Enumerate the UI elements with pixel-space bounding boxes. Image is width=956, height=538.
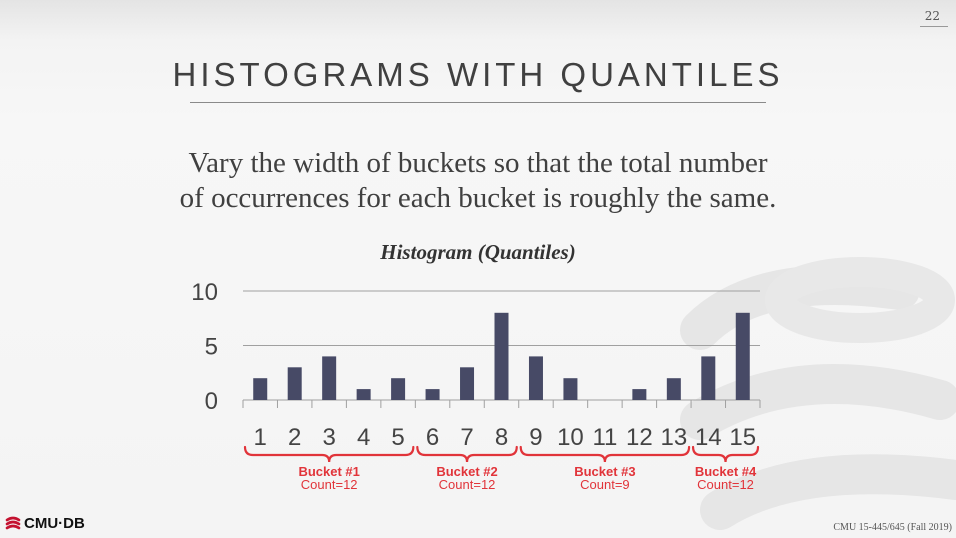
x-tick-label: 12 [626,424,653,451]
bucket-count: Count=9 [580,477,630,492]
slide-number-rule [920,26,948,27]
y-tick-label: 0 [205,388,218,415]
bucket-brace-1 [243,445,415,463]
slide-subtitle: Vary the width of buckets so that the to… [100,146,856,216]
bar-3 [322,356,337,400]
x-tick-label: 9 [529,424,542,451]
x-tick-label: 2 [288,424,301,451]
bar-4 [356,389,371,400]
bar-14 [701,356,716,400]
database-icon [5,516,21,529]
bucket-label: Bucket #2 [436,464,497,479]
bar-8 [494,312,509,400]
x-tick-label: 15 [729,424,756,451]
x-tick-label: 13 [660,424,687,451]
chart-title: Histogram (Quantiles) [379,240,575,264]
bar-2 [287,367,302,400]
bar-15 [735,312,750,400]
bar-6 [425,389,440,400]
bar-10 [563,378,578,400]
x-tick-label: 8 [495,424,508,451]
slide-number: 22 [924,9,940,23]
x-tick-label: 5 [391,424,404,451]
subtitle-line-1: Vary the width of buckets so that the to… [188,147,768,179]
bucket-count: Count=12 [301,477,358,492]
logo-text: CMU·DB [24,515,85,532]
x-tick-label: 6 [426,424,439,451]
y-tick-label: 5 [205,334,218,361]
y-tick-label: 10 [191,279,218,306]
x-tick-label: 1 [254,424,267,451]
subtitle-line-2: of occurrences for each bucket is roughl… [179,182,777,214]
bucket-count: Count=12 [697,477,754,492]
x-tick-label: 10 [557,424,584,451]
bucket-label: Bucket #3 [574,464,635,479]
x-tick-label: 4 [357,424,370,451]
bar-5 [391,378,406,400]
x-tick-label: 14 [695,424,722,451]
x-tick-label: 11 [592,424,617,451]
course-footer: CMU 15-445/645 (Fall 2019) [833,522,952,533]
bucket-brace-4 [691,445,760,463]
bar-7 [460,367,475,400]
bar-13 [666,378,681,400]
bucket-label: Bucket #1 [298,464,359,479]
bar-1 [253,378,268,400]
bucket-brace-3 [519,445,691,463]
bucket-label: Bucket #4 [695,464,757,479]
title-underline [190,102,766,103]
x-tick-label: 3 [322,424,335,451]
slide-title: HISTOGRAMS WITH QUANTILES [172,56,784,93]
bucket-count: Count=12 [439,477,496,492]
bar-12 [632,389,647,400]
x-tick-label: 7 [460,424,473,451]
bar-9 [528,356,543,400]
bucket-brace-2 [416,445,518,463]
cmu-db-logo: CMU·DB [4,515,85,532]
